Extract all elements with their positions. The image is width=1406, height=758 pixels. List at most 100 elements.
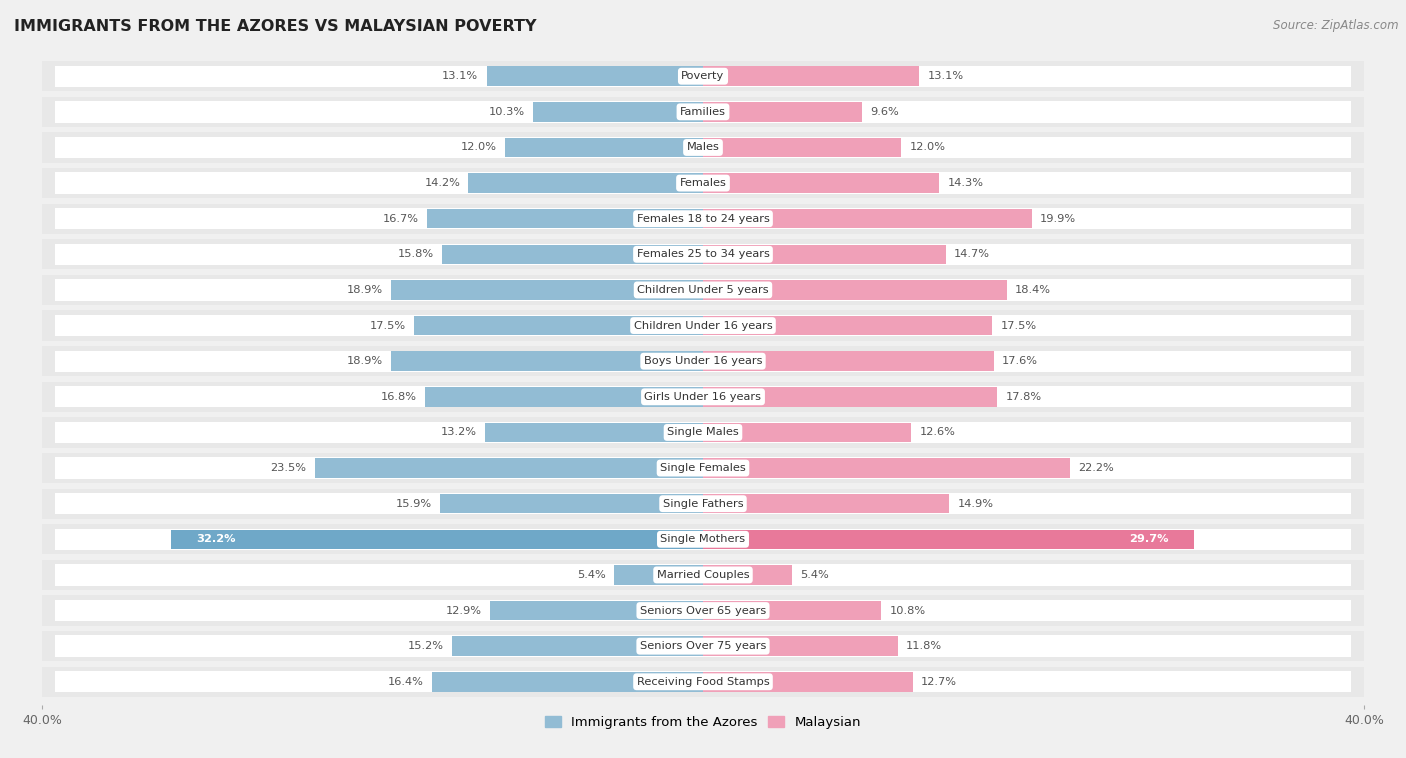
Bar [42,453,1364,483]
Text: 19.9%: 19.9% [1040,214,1076,224]
Text: 15.8%: 15.8% [398,249,433,259]
Bar [42,61,1364,92]
Bar [55,136,1351,158]
Bar [55,528,1351,550]
Bar [391,352,703,371]
Bar [55,421,1351,443]
Bar [703,316,993,335]
Bar [42,204,1364,233]
Bar [55,172,1351,194]
Text: 12.0%: 12.0% [461,143,496,152]
Text: 12.7%: 12.7% [921,677,957,687]
Text: 14.7%: 14.7% [955,249,990,259]
Text: 5.4%: 5.4% [800,570,830,580]
Text: Single Males: Single Males [666,428,740,437]
Text: 11.8%: 11.8% [907,641,942,651]
Text: 17.5%: 17.5% [370,321,405,330]
Bar [42,311,1364,340]
Bar [55,635,1351,657]
Text: 12.6%: 12.6% [920,428,955,437]
Text: Families: Families [681,107,725,117]
Bar [42,631,1364,661]
Bar [468,174,703,193]
Text: 17.8%: 17.8% [1005,392,1042,402]
Bar [55,101,1351,123]
Text: Source: ZipAtlas.com: Source: ZipAtlas.com [1274,19,1399,32]
Text: 22.2%: 22.2% [1078,463,1114,473]
Bar [42,346,1364,376]
Text: 16.4%: 16.4% [388,677,423,687]
Bar [413,316,703,335]
Bar [703,637,898,656]
Text: 15.9%: 15.9% [396,499,432,509]
Text: Single Females: Single Females [661,463,745,473]
Text: 14.9%: 14.9% [957,499,994,509]
Bar [703,138,901,157]
Bar [42,382,1364,412]
Bar [55,65,1351,87]
Text: 9.6%: 9.6% [870,107,898,117]
Bar [42,559,1364,590]
Bar [703,209,1032,228]
Text: 15.2%: 15.2% [408,641,444,651]
Bar [55,208,1351,230]
Text: 32.2%: 32.2% [195,534,235,544]
Bar [451,637,703,656]
Bar [703,459,1070,478]
Bar [703,67,920,86]
Bar [172,530,703,549]
Text: Boys Under 16 years: Boys Under 16 years [644,356,762,366]
Text: Seniors Over 65 years: Seniors Over 65 years [640,606,766,615]
Text: 13.2%: 13.2% [440,428,477,437]
Text: Poverty: Poverty [682,71,724,81]
Bar [485,423,703,442]
Bar [55,279,1351,301]
Bar [42,525,1364,554]
Bar [489,601,703,620]
Text: Females 25 to 34 years: Females 25 to 34 years [637,249,769,259]
Bar [55,386,1351,408]
Text: Married Couples: Married Couples [657,570,749,580]
Text: Receiving Food Stamps: Receiving Food Stamps [637,677,769,687]
Bar [440,494,703,513]
Text: 18.9%: 18.9% [346,356,382,366]
Text: 14.3%: 14.3% [948,178,984,188]
Bar [391,280,703,299]
Bar [42,240,1364,269]
Bar [42,418,1364,447]
Text: 18.4%: 18.4% [1015,285,1052,295]
Bar [55,671,1351,693]
Bar [703,102,862,121]
Text: 5.4%: 5.4% [576,570,606,580]
Bar [703,174,939,193]
Bar [42,133,1364,163]
Bar [703,352,994,371]
Bar [55,243,1351,265]
Text: 23.5%: 23.5% [270,463,307,473]
Bar [55,315,1351,337]
Bar [486,67,703,86]
Bar [703,387,997,406]
Text: 10.8%: 10.8% [890,606,925,615]
Bar [533,102,703,121]
Text: Males: Males [686,143,720,152]
Bar [42,168,1364,199]
Text: Females 18 to 24 years: Females 18 to 24 years [637,214,769,224]
Bar [42,97,1364,127]
Bar [42,275,1364,305]
Text: 13.1%: 13.1% [443,71,478,81]
Bar [55,493,1351,515]
Bar [42,595,1364,625]
Bar [703,530,1194,549]
Bar [55,350,1351,372]
Bar [614,565,703,584]
Bar [42,489,1364,518]
Bar [703,423,911,442]
Text: Single Fathers: Single Fathers [662,499,744,509]
Text: 17.5%: 17.5% [1001,321,1036,330]
Text: Females: Females [679,178,727,188]
Text: 16.7%: 16.7% [382,214,419,224]
Bar [505,138,703,157]
Bar [703,245,946,264]
Text: Girls Under 16 years: Girls Under 16 years [644,392,762,402]
